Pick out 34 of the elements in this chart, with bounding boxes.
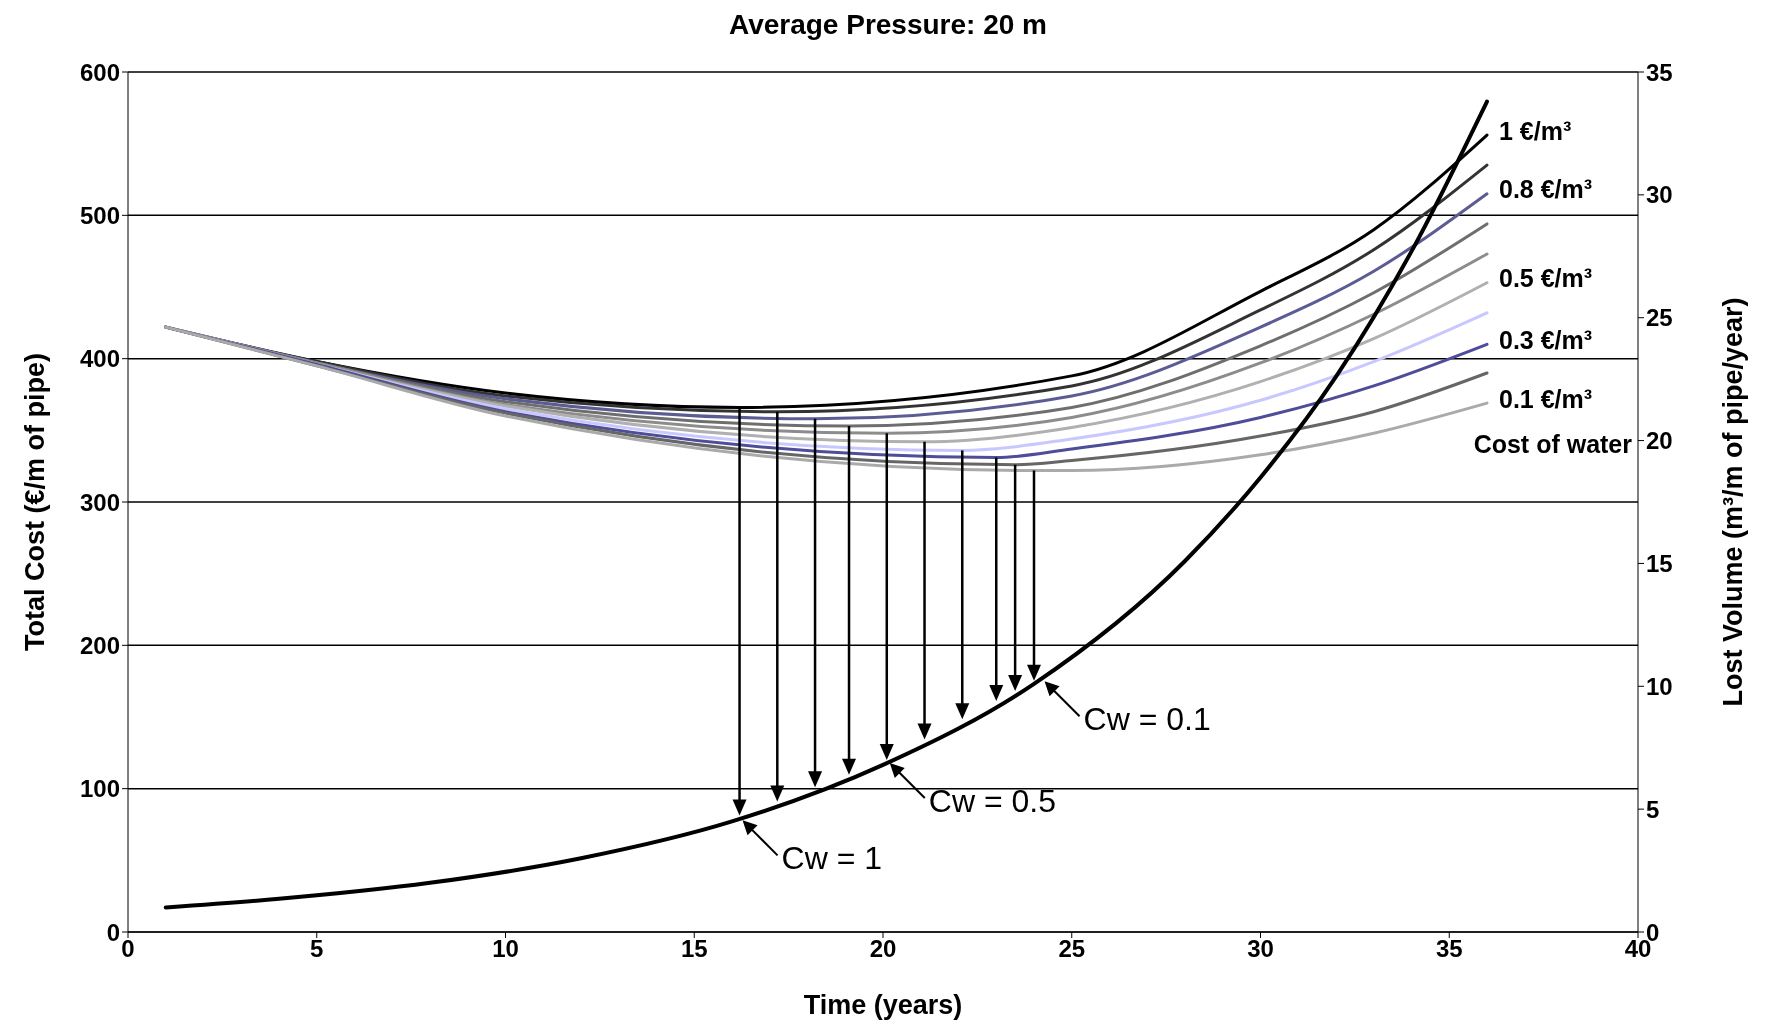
y-tick-label: 100 (79, 775, 120, 803)
series-label: 0.5 €/m³ (1499, 264, 1593, 293)
y2-tick-label: 25 (1646, 304, 1673, 332)
y-tick-label: 600 (79, 58, 120, 86)
y-tick-label: 400 (79, 345, 120, 373)
y-tick-label: 300 (79, 488, 120, 516)
annotation: Cw = 0.5 (928, 783, 1056, 819)
y2-tick-label: 20 (1646, 427, 1673, 455)
x-tick-label: 15 (680, 935, 708, 963)
x-tick-label: 20 (869, 935, 897, 963)
y2-tick-label: 30 (1646, 181, 1673, 209)
series-label: 0.1 €/m³ (1499, 384, 1593, 413)
x-tick-label: 30 (1247, 935, 1274, 963)
series-label: 0.3 €/m³ (1499, 325, 1593, 354)
y2-tick-label: 10 (1646, 672, 1673, 700)
x-tick-label: 25 (1058, 935, 1086, 963)
series-label: 0.8 €/m³ (1499, 175, 1593, 204)
y-tick-label: 200 (79, 631, 120, 659)
x-tick-label: 35 (1435, 935, 1463, 963)
annotation: Cost of water (1473, 430, 1633, 459)
y2-tick-label: 5 (1646, 795, 1660, 823)
series-label: 1 €/m³ (1499, 116, 1572, 145)
y2-tick-label: 15 (1646, 549, 1673, 577)
x-tick-label: 10 (492, 935, 519, 963)
y-tick-label: 500 (79, 201, 120, 229)
annotation: Cw = 1 (781, 840, 883, 877)
chart-title: Average Pressure: 20 m (727, 8, 1048, 42)
y2-tick-label: 35 (1646, 58, 1673, 86)
annotation: Cw = 0.1 (1083, 701, 1211, 738)
x-axis-title: Time (years) (803, 990, 963, 1020)
y-axis-title: Total Cost (€/m of pipe) (19, 353, 50, 651)
x-tick-label: 5 (310, 935, 324, 963)
y2-axis-title: Lost Volume (m³/m of pipe/year) (1717, 297, 1748, 707)
y-tick-label: 0 (106, 918, 120, 946)
